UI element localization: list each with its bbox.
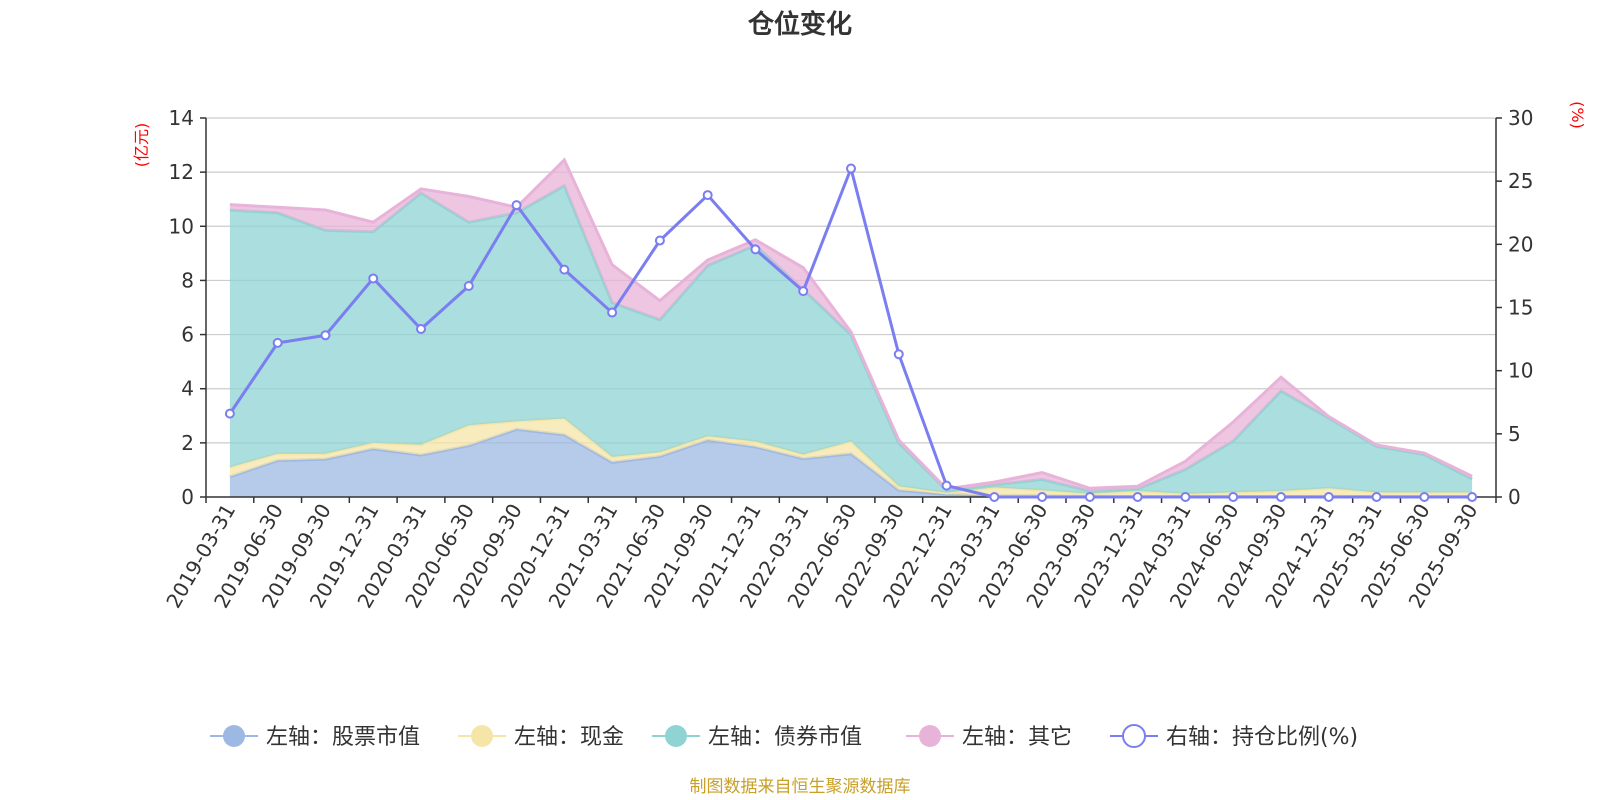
legend-marker: [1122, 724, 1146, 748]
left-axis-tick-label: 0: [181, 485, 194, 509]
right-axis-tick-label: 5: [1508, 422, 1521, 446]
ratio-point: [702, 190, 713, 201]
left-axis-tick-label: 4: [181, 377, 194, 401]
right-axis-tick-label: 25: [1508, 169, 1533, 193]
ratio-point: [224, 408, 235, 419]
left-axis-unit: (亿元): [132, 123, 151, 168]
legend-marker: [919, 725, 941, 747]
legend-label: 左轴：其它: [962, 725, 1072, 750]
area-左轴：债券市值: [229, 185, 1473, 494]
legend-label: 右轴：持仓比例(%): [1166, 725, 1358, 750]
ratio-point: [368, 273, 379, 284]
ratio-point: [893, 349, 904, 360]
left-axis-tick-label: 14: [169, 106, 194, 130]
legend: 左轴：股票市值 左轴：现金 左轴：债券市值 左轴：其它 右轴：持仓比例(%): [210, 724, 1358, 750]
right-axis-tick-label: 15: [1508, 296, 1533, 320]
legend-marker: [223, 725, 245, 747]
ratio-point: [846, 163, 856, 174]
right-axis-tick-label: 10: [1508, 359, 1533, 383]
left-axis-tick-label: 6: [181, 323, 194, 347]
ratio-point: [607, 307, 618, 318]
right-axis-tick-label: 20: [1508, 232, 1533, 256]
right-axis-unit: (%): [1568, 101, 1587, 129]
legend-label: 左轴：现金: [514, 725, 624, 750]
ratio-point: [1037, 492, 1048, 502]
ratio-point: [1419, 492, 1430, 502]
ratio-point: [511, 200, 522, 211]
left-axis-tick-label: 8: [181, 268, 194, 292]
ratio-point: [1228, 492, 1239, 502]
area-edge-左轴：其它: [229, 157, 1473, 491]
ratio-point: [941, 480, 952, 491]
ratio-point: [989, 492, 1000, 502]
ratio-point: [272, 337, 283, 348]
right-axis-tick-label: 30: [1508, 106, 1533, 130]
ratio-point: [654, 235, 665, 246]
source-note: 制图数据来自恒生聚源数据库: [690, 777, 911, 797]
ratio-point: [1276, 492, 1286, 502]
ratio-line-series: [224, 163, 1478, 502]
ratio-point: [559, 264, 570, 275]
ratio-point: [798, 286, 809, 297]
left-axis-tick-label: 12: [169, 160, 194, 184]
chart-title: 仓位变化: [747, 9, 852, 40]
area-左轴：股票市值: [229, 429, 1473, 497]
ratio-point: [416, 323, 426, 334]
legend-marker: [665, 725, 687, 747]
ratio-point: [1084, 492, 1095, 502]
ratio-point: [463, 281, 474, 292]
ratio-point: [1180, 492, 1191, 502]
ratio-point: [1467, 492, 1478, 502]
right-axis-tick-label: 0: [1508, 485, 1521, 509]
ratio-point: [320, 330, 331, 341]
ratio-point: [1132, 492, 1143, 502]
legend-label: 左轴：股票市值: [266, 725, 420, 750]
left-axis-tick-label: 10: [169, 214, 194, 238]
legend-marker: [471, 725, 493, 747]
stacked-areas: [229, 157, 1473, 498]
legend-label: 左轴：债券市值: [708, 725, 862, 750]
ratio-point: [1371, 492, 1382, 502]
ratio-point: [1323, 492, 1334, 502]
ratio-point: [750, 244, 761, 255]
left-axis-tick-label: 2: [181, 431, 194, 455]
